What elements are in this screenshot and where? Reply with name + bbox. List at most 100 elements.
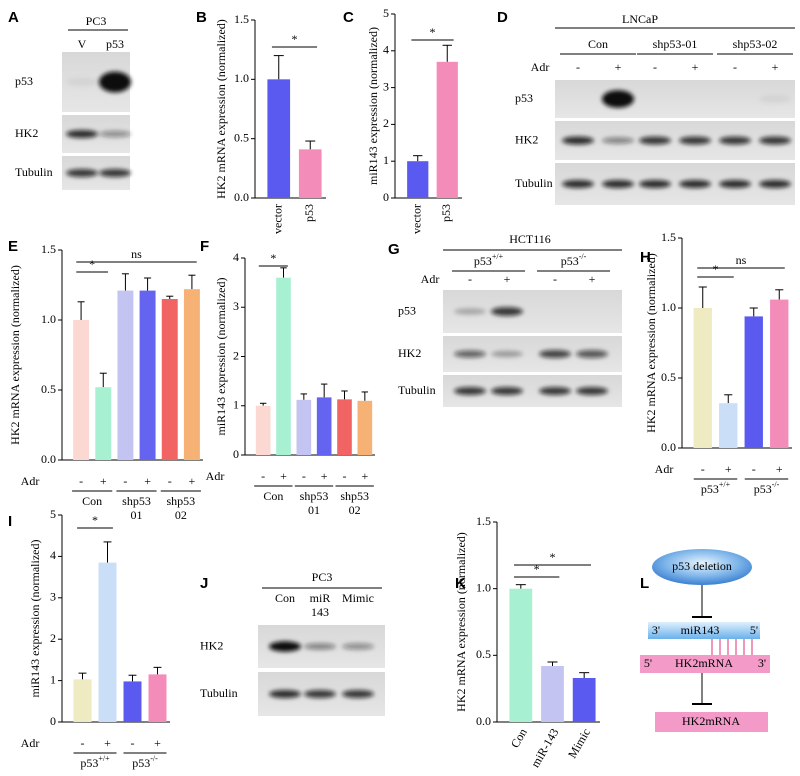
group-label: Con (263, 489, 283, 503)
x-tick-label: - (81, 736, 85, 750)
treatment-label: Adr (21, 736, 40, 750)
bar (719, 403, 738, 448)
bar (255, 405, 271, 455)
group-label: 01 (131, 508, 143, 522)
x-tick-label: - (343, 469, 347, 483)
lane-label: 143 (311, 605, 329, 619)
x-tick-label: + (725, 462, 732, 476)
y-tick-label: 1 (383, 153, 389, 167)
y-tick-label: 1.5 (661, 230, 676, 244)
group-label: p53-/- (561, 252, 587, 267)
blot-band (602, 90, 634, 108)
bar (316, 397, 332, 455)
blot-band (562, 136, 594, 145)
significance-label: * (89, 257, 95, 271)
lane-label: - (733, 60, 737, 74)
blot-band (304, 690, 336, 698)
panel-letter: G (388, 241, 400, 258)
bar (73, 679, 92, 722)
y-axis-label: HK2 mRNA expression (normalized) (454, 532, 468, 712)
group-label-sup: +/+ (492, 252, 504, 261)
bar (161, 299, 178, 460)
x-tick-label: Con (508, 726, 530, 750)
bar (337, 399, 352, 455)
group-label: p53-/- (132, 754, 158, 769)
lane-label: miR (310, 591, 331, 605)
group-label: Con (82, 494, 102, 508)
blot-band (342, 690, 374, 698)
treatment-label: Adr (531, 60, 550, 74)
blot-band (639, 136, 671, 145)
x-tick-label: - (752, 462, 756, 476)
y-axis-label: HK2 mRNA expression (normalized) (8, 265, 22, 445)
lane-label: - (468, 272, 472, 286)
y-axis-label: miR143 expression (normalized) (366, 27, 380, 185)
bar (123, 681, 142, 722)
group-label-sup: -/- (772, 480, 780, 489)
blot-band (99, 169, 131, 177)
blot-membrane (555, 163, 795, 205)
row-label: HK2 (200, 638, 223, 652)
blot-header: PC3 (312, 570, 333, 584)
y-tick-label: 2 (233, 348, 239, 362)
blot-band (491, 350, 523, 358)
group-label: p53-/- (754, 480, 780, 495)
group-label: 02 (349, 503, 361, 517)
row-label: Tubulin (15, 165, 53, 179)
blot-band (491, 307, 523, 316)
panel-letter: H (640, 249, 651, 266)
group-label: 01 (308, 503, 320, 517)
group-label: shp53 (340, 489, 369, 503)
group-label: Con (588, 37, 608, 51)
y-tick-label: 0.5 (41, 382, 56, 396)
panel-letter: D (497, 9, 508, 26)
x-tick-label: + (189, 474, 196, 488)
treatment-label: Adr (21, 474, 40, 488)
y-tick-label: 0.0 (234, 190, 249, 204)
x-tick-label: + (776, 462, 783, 476)
blot-band (491, 387, 523, 395)
group-label-sup: -/- (150, 754, 158, 763)
bar (541, 666, 564, 722)
deletion-node (652, 549, 752, 585)
bar (183, 289, 200, 460)
bar (436, 61, 458, 199)
group-label: shp53 (166, 494, 195, 508)
target-node (640, 655, 770, 673)
lane-label: + (692, 60, 699, 74)
y-tick-label: 0 (383, 190, 389, 204)
x-tick-label: + (104, 736, 111, 750)
bar (117, 290, 134, 460)
x-tick-label: + (144, 474, 151, 488)
lane-label: + (504, 272, 511, 286)
significance-label: * (534, 562, 540, 576)
lane-label: - (576, 60, 580, 74)
y-tick-label: 4 (383, 43, 389, 57)
significance-label: ns (131, 247, 142, 261)
mirna-node (648, 622, 760, 639)
y-axis-label: miR143 expression (normalized) (214, 278, 228, 436)
y-tick-label: 2 (50, 631, 56, 645)
target-five: 5' (644, 656, 652, 670)
y-axis-label: miR143 expression (normalized) (28, 540, 42, 698)
blot-band (602, 180, 634, 188)
lane-label: + (589, 272, 596, 286)
y-tick-label: 1.5 (234, 12, 249, 26)
significance-label: ns (736, 253, 747, 267)
group-label-base: p53 (474, 254, 492, 268)
x-tick-label: p53 (439, 204, 453, 222)
x-tick-label: + (154, 736, 161, 750)
group-label: shp53-01 (653, 37, 698, 51)
x-tick-label: - (701, 462, 705, 476)
y-tick-label: 2 (383, 116, 389, 130)
y-tick-label: 1 (50, 672, 56, 686)
x-tick-label: - (168, 474, 172, 488)
group-label-base: p53 (80, 756, 98, 770)
y-tick-label: 0.5 (476, 647, 491, 661)
lane-label: - (653, 60, 657, 74)
y-tick-label: 1.5 (41, 242, 56, 256)
y-tick-label: 0.0 (476, 714, 491, 728)
bar (693, 308, 712, 448)
pairing (711, 639, 753, 655)
bar (267, 79, 291, 198)
